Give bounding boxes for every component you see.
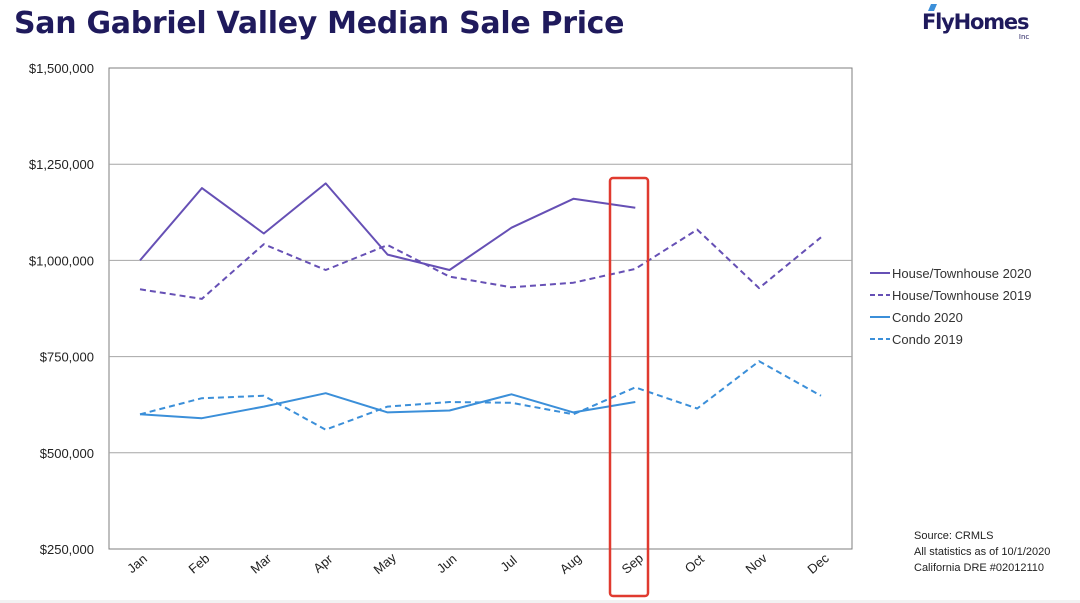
legend-item: Condo 2019 xyxy=(870,328,1032,350)
dre-line: California DRE #02012110 xyxy=(914,562,1045,574)
y-tick-label: $1,000,000 xyxy=(29,253,94,268)
page-title: San Gabriel Valley Median Sale Price xyxy=(14,6,625,41)
y-axis-tick-labels: $250,000 $500,000 $750,000 $1,000,000 $1,250… xyxy=(29,61,94,557)
flyhomes-logo: FlyHomes Inc xyxy=(922,4,1029,41)
logo-text: FlyHomes xyxy=(922,10,1029,34)
x-tick-label: Jul xyxy=(497,552,519,574)
x-tick-label: Sep xyxy=(619,550,646,576)
series-lines xyxy=(139,182,822,431)
stats-date-line: All statistics as of 10/1/2020 xyxy=(914,546,1051,558)
logo-flag-icon xyxy=(928,4,937,11)
y-tick-label: $500,000 xyxy=(40,446,94,461)
legend-swatch-house-2019 xyxy=(870,294,890,296)
legend-item: House/Townhouse 2019 xyxy=(870,284,1032,306)
series-line-3 xyxy=(139,360,822,431)
x-axis-tick-labels: Jan Feb Mar Apr May Jun Jul Aug Sep Oct Nov Dec xyxy=(124,550,832,578)
plot-area-border xyxy=(108,67,853,550)
gridlines xyxy=(109,163,852,454)
legend-swatch-condo-2020 xyxy=(870,316,890,318)
series-line-2 xyxy=(139,392,636,420)
legend-item: Condo 2020 xyxy=(870,306,1032,328)
logo-sub: Inc xyxy=(1018,33,1030,41)
x-tick-label: Mar xyxy=(248,550,275,576)
legend: House/Townhouse 2020 House/Townhouse 201… xyxy=(870,262,1032,350)
legend-swatch-condo-2019 xyxy=(870,338,890,340)
x-tick-label: May xyxy=(371,550,400,578)
legend-label: Condo 2020 xyxy=(892,309,963,325)
x-tick-label: Jun xyxy=(434,551,460,576)
x-tick-label: Feb xyxy=(186,551,213,577)
y-tick-label: $1,250,000 xyxy=(29,157,94,172)
legend-swatch-house-2020 xyxy=(870,272,890,274)
sep-highlight-box xyxy=(608,176,650,598)
legend-item: House/Townhouse 2020 xyxy=(870,262,1032,284)
legend-label: House/Townhouse 2020 xyxy=(892,265,1032,281)
x-tick-label: Oct xyxy=(682,551,707,576)
legend-label: Condo 2019 xyxy=(892,331,963,347)
x-tick-label: Nov xyxy=(743,550,771,577)
y-tick-label: $1,500,000 xyxy=(29,61,94,76)
series-line-1 xyxy=(139,228,822,300)
x-tick-label: Apr xyxy=(310,551,336,576)
y-tick-label: $250,000 xyxy=(40,542,94,557)
legend-label: House/Townhouse 2019 xyxy=(892,287,1032,303)
source-note: Source: CRMLS All statistics as of 10/1/… xyxy=(914,528,1050,576)
x-tick-label: Jan xyxy=(124,551,150,576)
bottom-bar xyxy=(0,600,1080,603)
series-line-0 xyxy=(139,182,636,271)
x-tick-label: Dec xyxy=(804,550,832,577)
x-tick-label: Aug xyxy=(557,550,584,576)
y-tick-label: $750,000 xyxy=(40,350,94,365)
source-line: Source: CRMLS xyxy=(914,530,994,542)
